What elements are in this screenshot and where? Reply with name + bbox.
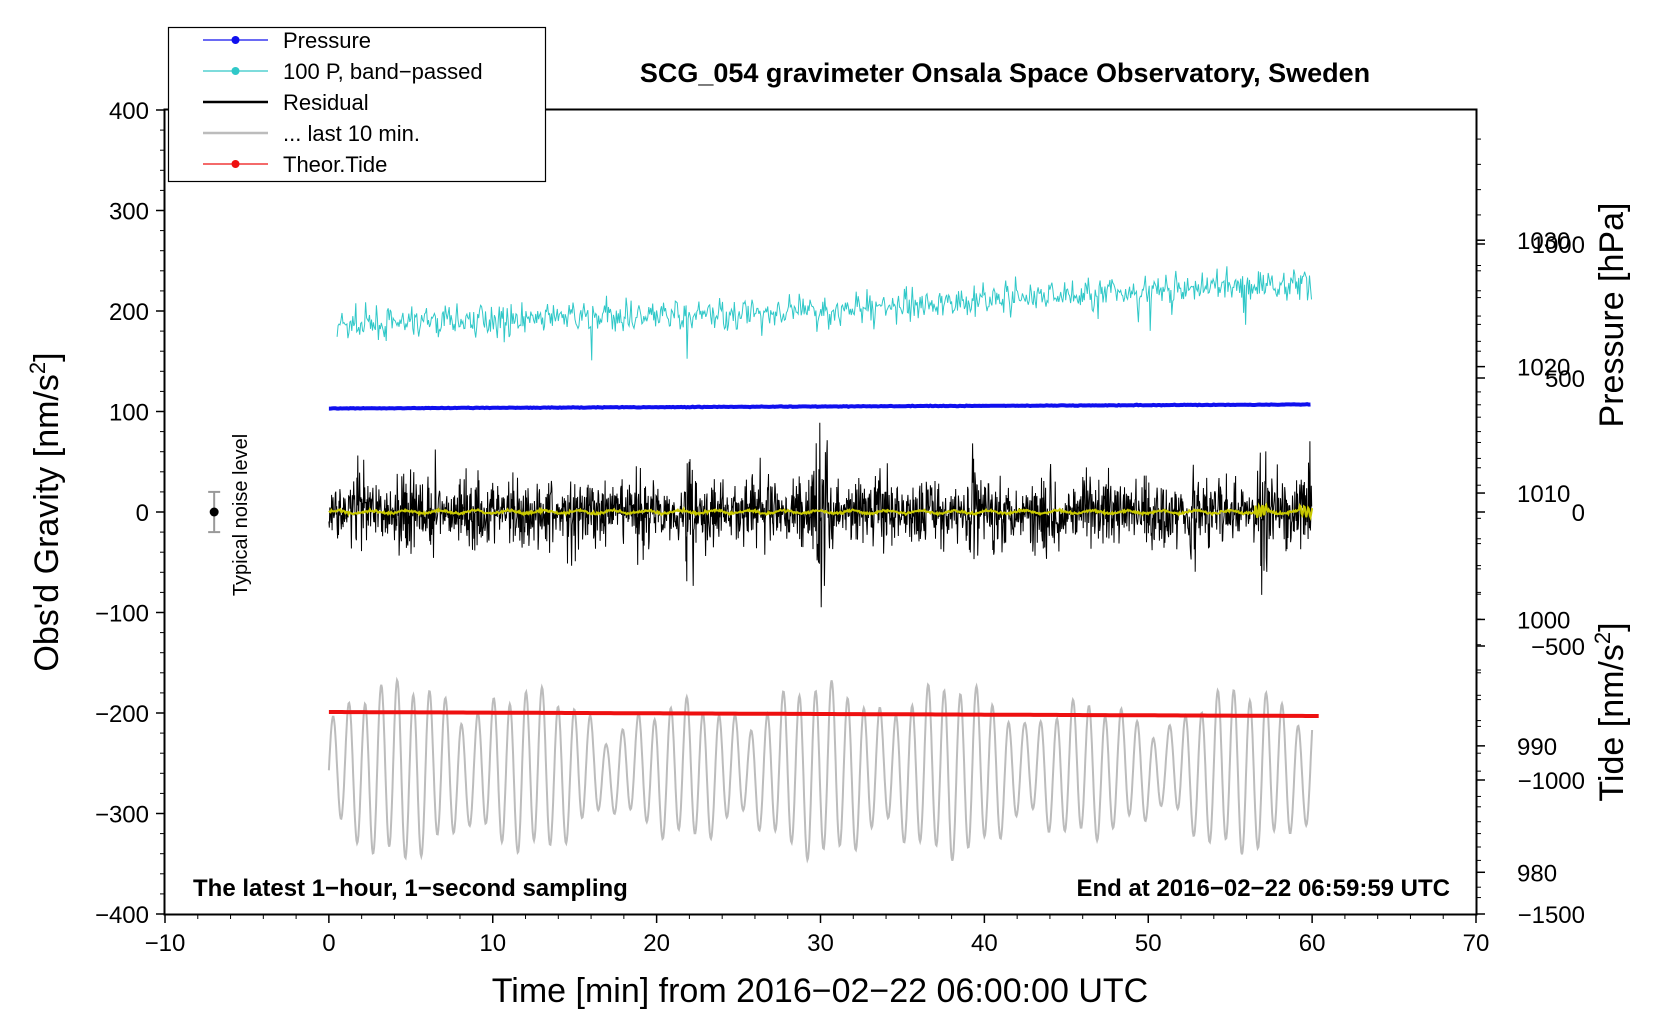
legend-label: Pressure bbox=[283, 28, 371, 53]
y-axis-title: Obs'd Gravity [nm/s2] bbox=[25, 352, 66, 671]
series-bandpassed-pressure bbox=[336, 266, 1312, 361]
x-tick-label: 40 bbox=[971, 930, 998, 957]
x-tick-label: −10 bbox=[145, 930, 186, 957]
legend-marker bbox=[231, 160, 240, 168]
end-time-annotation: End at 2016−02−22 06:59:59 UTC bbox=[1076, 875, 1450, 902]
tide-axis-title: Tide [nm/s2] bbox=[1590, 622, 1631, 801]
chart-title: SCG_054 gravimeter Onsala Space Observat… bbox=[640, 58, 1370, 88]
legend-marker bbox=[231, 67, 240, 75]
noise-error-bar bbox=[208, 490, 221, 534]
tide-tick-label: −500 bbox=[1531, 634, 1585, 661]
y-tick-label: −300 bbox=[95, 802, 149, 829]
y-tick-label: 300 bbox=[109, 199, 149, 226]
y-tick-label: −100 bbox=[95, 601, 149, 628]
legend-label: 100 P, band−passed bbox=[283, 59, 483, 84]
legend-box bbox=[167, 26, 547, 183]
y-tick-label: 100 bbox=[109, 400, 149, 427]
y-tick-label: 0 bbox=[136, 500, 149, 527]
legend-item: Pressure bbox=[203, 28, 371, 53]
legend-item: 100 P, band−passed bbox=[203, 59, 483, 84]
series-last-10-min bbox=[327, 676, 1314, 864]
pressure-tick-label: 1000 bbox=[1517, 607, 1570, 634]
series-pressure bbox=[328, 402, 1311, 411]
pressure-tick-label: 1020 bbox=[1517, 355, 1570, 382]
legend: Pressure 100 P, band−passed Residual ... la… bbox=[167, 26, 547, 183]
sampling-annotation: The latest 1−hour, 1−second sampling bbox=[193, 875, 628, 902]
legend-label: Residual bbox=[283, 90, 369, 115]
pressure-axis-title: Pressure [hPa] bbox=[1593, 203, 1631, 428]
x-tick-label: 20 bbox=[643, 930, 670, 957]
legend-item: Theor.Tide bbox=[203, 152, 387, 177]
y-tick-label: 400 bbox=[109, 98, 149, 125]
x-tick-label: 70 bbox=[1463, 930, 1490, 957]
pressure-tick-label: 980 bbox=[1517, 860, 1557, 887]
tide-tick-label: 0 bbox=[1572, 500, 1585, 527]
x-tick-label: 10 bbox=[479, 930, 506, 957]
y-tick-label: −400 bbox=[95, 902, 149, 929]
pressure-tick-label: 1010 bbox=[1517, 481, 1570, 508]
x-tick-label: 60 bbox=[1299, 930, 1326, 957]
legend-item: ... last 10 min. bbox=[203, 121, 420, 146]
legend-label: ... last 10 min. bbox=[283, 121, 420, 146]
series-layer bbox=[327, 266, 1319, 864]
series-residual bbox=[328, 422, 1313, 608]
legend-label: Theor.Tide bbox=[283, 152, 387, 177]
series-theor-tide bbox=[328, 710, 1319, 718]
tide-tick-label: 1000 bbox=[1532, 232, 1585, 259]
tick-layer: −10 0 10 20 30 40 50 60 70−400−300−200−100010020… bbox=[95, 98, 1585, 957]
x-tick-label: 50 bbox=[1135, 930, 1162, 957]
series-residual-smoothed bbox=[328, 501, 1314, 521]
tide-tick-label: −1000 bbox=[1518, 768, 1585, 795]
noise-level-label: Typical noise level bbox=[230, 434, 252, 596]
x-tick-label: 30 bbox=[807, 930, 834, 957]
y-tick-label: 200 bbox=[109, 299, 149, 326]
tide-tick-label: 500 bbox=[1545, 366, 1585, 393]
pressure-tick-label: 990 bbox=[1517, 734, 1557, 761]
legend-marker bbox=[231, 36, 240, 44]
tide-tick-label: −1500 bbox=[1518, 902, 1585, 929]
pressure-tick-label: 1030 bbox=[1517, 228, 1570, 255]
legend-item: Residual bbox=[203, 90, 369, 115]
y-tick-label: −200 bbox=[95, 701, 149, 728]
x-tick-label: 0 bbox=[322, 930, 335, 957]
x-axis-title: Time [min] from 2016−02−22 06:00:00 UTC bbox=[492, 972, 1148, 1010]
